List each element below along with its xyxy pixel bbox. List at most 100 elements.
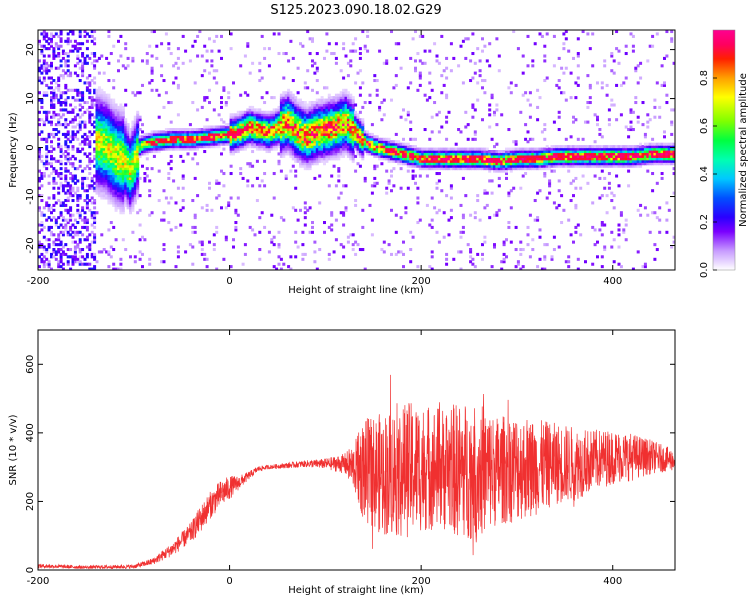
- heatmap-cell: [519, 110, 523, 114]
- heatmap-cell: [169, 52, 173, 56]
- heatmap-cell: [59, 145, 63, 149]
- heatmap-cell: [402, 240, 405, 244]
- heatmap-cell: [299, 110, 302, 114]
- heatmap-cell: [112, 79, 116, 83]
- heatmap-cell: [174, 145, 178, 149]
- heatmap-cell: [83, 152, 87, 156]
- heatmap-cell: [339, 132, 343, 136]
- heatmap-cell: [208, 240, 211, 244]
- heatmap-cell: [253, 132, 257, 136]
- heatmap-cell: [131, 164, 135, 168]
- heatmap-cell: [69, 194, 73, 198]
- heatmap-cell: [107, 252, 111, 256]
- heatmap-cell: [133, 159, 137, 163]
- heatmap-cell: [121, 194, 125, 198]
- heatmap-cell: [409, 147, 413, 151]
- heatmap-cell: [306, 208, 310, 212]
- heatmap-cell: [210, 132, 214, 136]
- heatmap-cell: [414, 150, 417, 154]
- heatmap-cell: [215, 267, 219, 270]
- heatmap-cell: [150, 145, 154, 149]
- heatmap-cell: [61, 250, 65, 254]
- heatmap-cell: [188, 135, 192, 139]
- heatmap-cell: [416, 265, 420, 269]
- heatmap-cell: [117, 152, 120, 156]
- heatmap-cell: [294, 142, 298, 146]
- heatmap-cell: [390, 154, 393, 158]
- heatmap-cell: [315, 120, 319, 124]
- heatmap-cell: [133, 194, 137, 198]
- heatmap-cell: [176, 132, 180, 136]
- heatmap-cell: [485, 159, 489, 163]
- heatmap-cell: [260, 115, 264, 119]
- heatmap-cell: [61, 201, 65, 205]
- heatmap-cell: [440, 150, 444, 154]
- heatmap-cell: [143, 137, 147, 141]
- heatmap-cell: [378, 140, 382, 144]
- heatmap-cell: [93, 64, 97, 68]
- heatmap-cell: [114, 179, 118, 183]
- heatmap-cell: [516, 159, 520, 163]
- heatmap-cell: [157, 199, 161, 203]
- heatmap-cell: [303, 206, 307, 210]
- heatmap-cell: [567, 49, 571, 53]
- heatmap-cell: [126, 147, 130, 151]
- heatmap-cell: [572, 120, 575, 124]
- heatmap-cell: [227, 142, 231, 146]
- heatmap-cell: [64, 52, 68, 56]
- heatmap-cell: [349, 157, 353, 161]
- heatmap-cell: [267, 64, 271, 68]
- heatmap-cell: [90, 123, 94, 127]
- heatmap-cell: [109, 181, 113, 185]
- heatmap-cell: [282, 154, 286, 158]
- heatmap-cell: [42, 164, 46, 168]
- heatmap-cell: [320, 142, 324, 146]
- heatmap-cell: [356, 71, 360, 75]
- heatmap-cell: [38, 59, 41, 63]
- heatmap-cell: [301, 108, 305, 112]
- heatmap-cell: [409, 56, 413, 60]
- heatmap-cell: [289, 108, 293, 112]
- heatmap-cell: [129, 174, 132, 178]
- heatmap-cell: [313, 147, 317, 151]
- heatmap-cell: [287, 88, 291, 92]
- heatmap-cell: [152, 150, 156, 154]
- heatmap-cell: [200, 206, 204, 210]
- heatmap-cell: [339, 105, 343, 109]
- heatmap-cell: [191, 137, 195, 141]
- heatmap-cell: [93, 157, 97, 161]
- heatmap-cell: [184, 145, 188, 149]
- heatmap-cell: [212, 248, 216, 252]
- heatmap-cell: [265, 113, 269, 117]
- heatmap-cell: [88, 83, 92, 87]
- heatmap-cell: [358, 120, 362, 124]
- heatmap-cell: [50, 157, 53, 161]
- heatmap-cell: [169, 196, 173, 200]
- heatmap-cell: [246, 42, 250, 46]
- heatmap-cell: [90, 186, 94, 190]
- heatmap-cell: [90, 61, 94, 65]
- heatmap-cell: [119, 108, 123, 112]
- heatmap-cell: [107, 125, 111, 129]
- heatmap-cell: [119, 169, 123, 173]
- heatmap-cell: [418, 59, 422, 63]
- heatmap-cell: [358, 164, 362, 168]
- heatmap-cell: [481, 167, 484, 171]
- heatmap-cell: [332, 125, 336, 129]
- heatmap-cell: [162, 260, 166, 264]
- heatmap-cell: [119, 152, 123, 156]
- heatmap-cell: [191, 101, 195, 105]
- heatmap-cell: [97, 179, 101, 183]
- heatmap-cell: [71, 135, 75, 139]
- heatmap-cell: [366, 142, 370, 146]
- heatmap-cell: [57, 88, 61, 92]
- heatmap-cell: [332, 157, 336, 161]
- heatmap-cell: [208, 130, 211, 134]
- heatmap-cell: [272, 135, 276, 139]
- heatmap-cell: [188, 243, 192, 247]
- heatmap-cell: [279, 257, 283, 261]
- heatmap-cell: [349, 150, 353, 154]
- heatmap-cell: [380, 140, 384, 144]
- heatmap-cell: [323, 128, 326, 132]
- heatmap-cell: [540, 159, 544, 163]
